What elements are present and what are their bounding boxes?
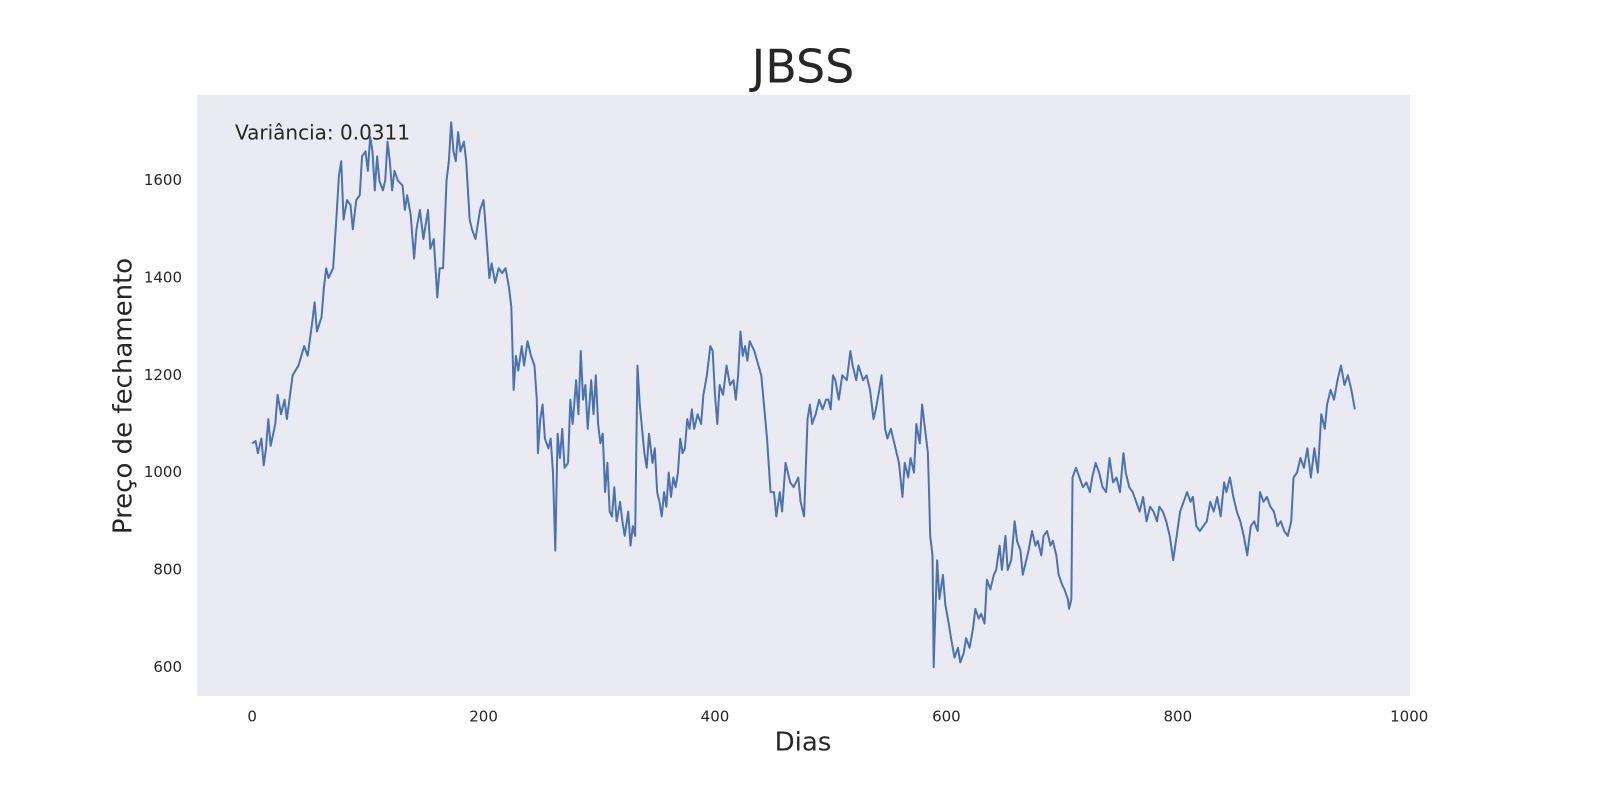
price-line <box>251 121 1356 669</box>
chart-title: JBSS <box>749 40 855 94</box>
x-tick-label: 1000 <box>1390 708 1428 726</box>
x-tick-label: 0 <box>247 708 257 726</box>
x-tick-label: 400 <box>701 708 730 726</box>
x-tick-label: 800 <box>1164 708 1193 726</box>
y-tick-label: 600 <box>153 658 182 676</box>
x-tick-label: 200 <box>469 708 498 726</box>
plot-area <box>197 95 1410 696</box>
y-tick-label: 1600 <box>144 171 182 189</box>
x-tick-label: 600 <box>932 708 961 726</box>
annotation: Variância: 0.0311 <box>235 121 410 145</box>
y-axis-label: Preço de fechamento <box>109 258 139 534</box>
y-tick-label: 1000 <box>144 463 182 481</box>
y-tick-label: 1400 <box>144 268 182 286</box>
x-axis-label: Dias <box>775 728 832 758</box>
y-tick-label: 1200 <box>144 366 182 384</box>
y-tick-label: 800 <box>153 560 182 578</box>
